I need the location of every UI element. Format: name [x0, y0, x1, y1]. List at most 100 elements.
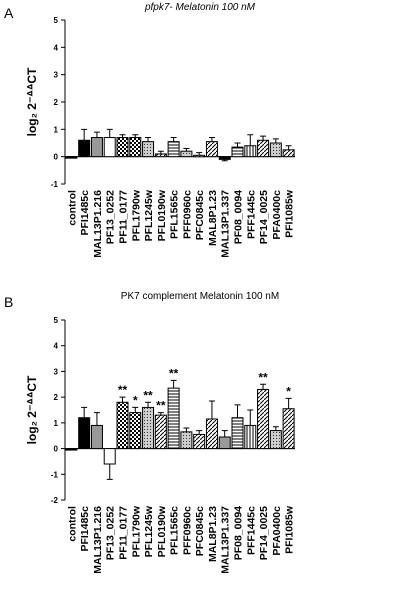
bar [205, 141, 218, 158]
error-bar [106, 464, 113, 480]
error-bar [119, 134, 126, 138]
error-bar [196, 430, 203, 435]
y-axis-label: log₂ 2⁻ᐞᐞCT [25, 67, 39, 136]
y-tick-label: 1 [54, 419, 59, 428]
error-bar [260, 135, 267, 141]
x-tick-label: PFC0845c [194, 190, 206, 240]
error-bar [208, 400, 215, 419]
error-bar [208, 137, 215, 142]
y-tick-label: 5 [54, 316, 59, 325]
error-bar [183, 427, 190, 432]
error-bar [170, 379, 177, 389]
error-bar [81, 128, 88, 141]
x-tick-label: PFF1445c [245, 190, 257, 239]
x-tick-label: PFL1245w [143, 505, 155, 557]
error-bar [234, 404, 241, 418]
error-bar [132, 134, 139, 138]
bar [218, 156, 231, 160]
error-bar [247, 134, 254, 146]
x-tick-label: PFL0190w [156, 189, 168, 241]
bar [78, 139, 91, 158]
y-tick-label: 2 [54, 393, 59, 402]
bar [193, 433, 206, 450]
bar [205, 418, 218, 450]
error-bar [93, 412, 100, 426]
y-tick-label: 4 [54, 342, 59, 351]
x-tick-label: PFF1445c [245, 506, 257, 555]
x-tick-label: PFF0960c [181, 506, 193, 555]
error-bar [234, 142, 241, 148]
x-tick-label: control [66, 190, 78, 226]
x-tick-label: MAL13P1.337 [220, 190, 232, 258]
bar [103, 448, 116, 465]
bar [180, 150, 193, 158]
y-tick-label: 0 [54, 153, 59, 162]
x-tick-label: PF08_0094 [233, 506, 245, 560]
x-tick-label: PFL1790w [130, 189, 142, 241]
x-tick-label: PFL1565c [169, 190, 181, 239]
bar [269, 142, 282, 158]
bar [154, 414, 167, 450]
bar [142, 141, 155, 158]
bar [116, 137, 129, 158]
bar [269, 430, 282, 450]
error-bar [183, 147, 190, 152]
y-tick-label: -1 [51, 470, 59, 479]
error-bar [221, 430, 228, 437]
x-tick-label: MAL13P1.337 [220, 506, 232, 574]
error-bar [145, 137, 152, 142]
error-bar [272, 426, 279, 431]
error-bar [132, 406, 139, 413]
panel-label: A [4, 5, 14, 21]
y-axis-label: log₂ 2⁻ᐞᐞCT [25, 375, 39, 444]
significance: ** [258, 370, 268, 384]
bar [282, 408, 295, 450]
bar [154, 153, 167, 158]
x-tick-label: PFI1485c [79, 506, 91, 552]
x-tick-label: MAL13P1.216 [92, 506, 104, 574]
error-bar [247, 409, 254, 426]
bar [90, 137, 103, 158]
bar [257, 139, 270, 158]
error-bar [145, 401, 152, 408]
x-tick-label: PF14_0025 [258, 190, 270, 244]
significance: ** [143, 388, 153, 402]
x-tick-label: PFL1565c [169, 506, 181, 555]
x-tick-label: PFC0845c [194, 506, 206, 556]
x-tick-label: PFL1790w [130, 505, 142, 557]
x-tick-label: PFI1085w [284, 189, 296, 238]
x-tick-label: MAL13P1.216 [92, 190, 104, 258]
significance: ** [118, 383, 128, 397]
x-tick-label: PFA0400c [271, 506, 283, 556]
x-tick-label: PFI1485c [79, 190, 91, 236]
error-bar [170, 137, 177, 142]
x-tick-label: MAL8P1.23 [207, 190, 219, 246]
error-bar [106, 128, 113, 138]
x-tick-label: PFL0190w [156, 505, 168, 557]
chart-title: pfpk7- Melatonin 100 nM [144, 2, 256, 13]
y-tick-label: -2 [51, 496, 59, 505]
significance: ** [169, 366, 179, 380]
bar [116, 401, 129, 450]
chart-title: PK7 complement Melatonin 100 nM [121, 291, 279, 302]
error-bar [157, 150, 164, 154]
y-tick-label: 3 [54, 71, 59, 80]
error-bar [157, 412, 164, 416]
x-tick-label: PFL1245w [143, 189, 155, 241]
bar [218, 436, 231, 450]
bar [231, 146, 244, 158]
bar [244, 145, 257, 158]
x-tick-label: PF13_0252 [105, 506, 117, 560]
y-tick-label: 3 [54, 367, 59, 376]
x-tick-label: PFF0960c [181, 190, 193, 239]
bar [167, 387, 180, 450]
error-bar [260, 383, 267, 390]
bar [244, 424, 257, 450]
x-tick-label: MAL8P1.23 [207, 506, 219, 562]
x-tick-label: control [66, 506, 78, 542]
error-bar [272, 138, 279, 143]
error-bar [81, 406, 88, 418]
bar [193, 154, 206, 158]
x-tick-label: PF11_0177 [118, 190, 130, 244]
error-bar [196, 152, 203, 156]
